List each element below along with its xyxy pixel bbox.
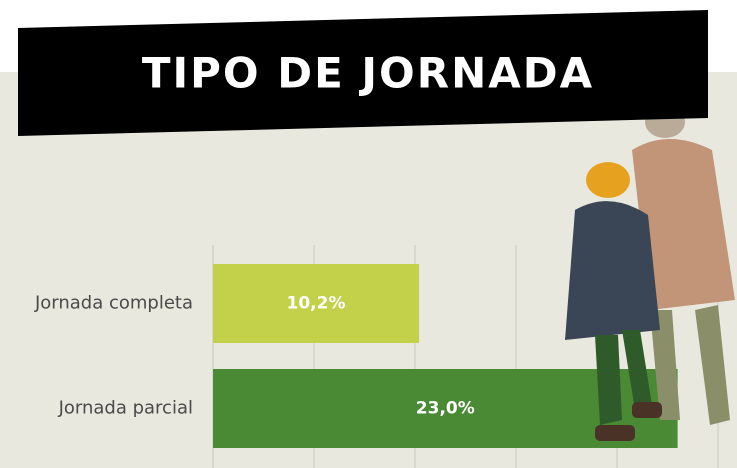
illustration xyxy=(565,106,735,441)
value-label: 10,2% xyxy=(287,294,346,314)
bar xyxy=(213,264,420,343)
category-label: Jornada parcial xyxy=(58,398,193,419)
title-banner xyxy=(18,10,708,136)
chart-title: TIPO DE JORNADA xyxy=(142,49,594,98)
value-label: 23,0% xyxy=(416,399,475,419)
category-label: Jornada completa xyxy=(34,293,193,314)
